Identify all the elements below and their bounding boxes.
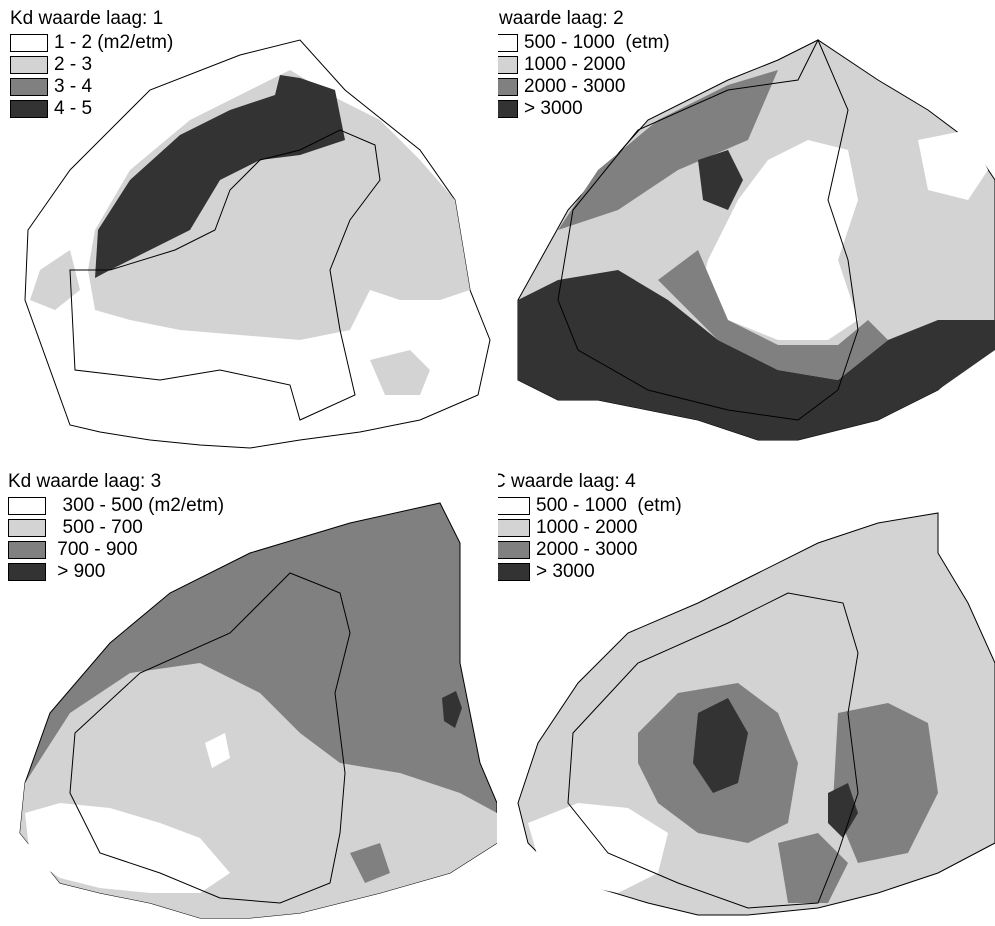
legend-label: > 3000 (524, 98, 583, 119)
legend: Kd waarde laag: 3 300 - 500 (m2/etm) 500… (8, 471, 224, 583)
zone-white (918, 130, 988, 200)
legend-swatch (8, 563, 46, 581)
legend-swatch (498, 497, 530, 515)
legend-label: 2000 - 3000 (536, 539, 638, 560)
legend-swatch (8, 519, 46, 537)
zone-dark (698, 150, 743, 210)
zone-white (698, 140, 858, 340)
zone-mid (833, 703, 938, 863)
legend-item: 2000 - 3000 (498, 76, 670, 98)
map-panel-c-layer-2: C waarde laag: 2 500 - 1000 (etm) 1000 -… (498, 0, 995, 463)
legend-swatch (498, 56, 518, 74)
legend: C waarde laag: 4 500 - 1000 (etm) 1000 -… (498, 471, 682, 583)
legend-title: C waarde laag: 2 (498, 8, 624, 29)
legend-label: 300 - 500 (m2/etm) (52, 495, 225, 516)
map-panel-c-layer-4: C waarde laag: 4 500 - 1000 (etm) 1000 -… (498, 463, 995, 926)
zone-white (205, 733, 230, 768)
zone-dark (693, 698, 748, 793)
legend-swatch (498, 541, 530, 559)
legend-title: C waarde laag: 4 (498, 471, 636, 492)
legend-title: Kd waarde laag: 3 (8, 471, 162, 492)
zone-dark (828, 783, 858, 838)
zone-dark (442, 691, 462, 728)
map-kd-layer-3 (19, 502, 497, 919)
legend-label: > 3000 (536, 561, 595, 582)
zone-mid (658, 250, 888, 380)
legend-item: 3 - 4 (10, 76, 173, 98)
legend-swatch (10, 78, 48, 96)
admin-boundary (69, 129, 381, 421)
legend: Kd waarde laag: 1 1 - 2 (m2/etm) 2 - 3 3… (10, 8, 173, 120)
legend-item: 500 - 700 (8, 517, 224, 539)
zone-mid (558, 70, 778, 230)
legend-swatch (498, 519, 530, 537)
legend-swatch (10, 34, 48, 52)
legend-swatch (10, 100, 48, 118)
zone-dark (95, 75, 345, 278)
legend-swatch (498, 100, 518, 118)
legend-item: > 3000 (498, 561, 682, 583)
legend-label: 2 - 3 (54, 54, 93, 75)
legend-item: 1 - 2 (m2/etm) (10, 32, 173, 54)
admin-boundary (567, 592, 859, 909)
legend-label: 500 - 700 (52, 517, 143, 538)
legend-swatch (498, 563, 530, 581)
legend-label: 3 - 4 (54, 76, 93, 97)
zone-mid (778, 833, 848, 903)
admin-boundary (69, 572, 351, 904)
legend-swatch (8, 497, 46, 515)
legend-label: 1 - 2 (m2/etm) (54, 32, 174, 53)
map-c-layer-4 (517, 512, 995, 916)
zone-mid (350, 843, 390, 883)
legend-label: 700 - 900 (52, 539, 138, 560)
legend-item: 2 - 3 (10, 54, 173, 76)
map-c-layer-2 (517, 38, 995, 441)
legend-label: 500 - 1000 (etm) (524, 32, 670, 53)
legend-label: 1000 - 2000 (536, 517, 638, 538)
legend-label: 1000 - 2000 (524, 54, 626, 75)
zone-light (370, 350, 430, 395)
legend-item: 500 - 1000 (etm) (498, 32, 670, 54)
legend-item: 700 - 900 (8, 539, 224, 561)
legend-item: 4 - 5 (10, 98, 173, 120)
legend-label: > 900 (52, 561, 106, 582)
legend: C waarde laag: 2 500 - 1000 (etm) 1000 -… (498, 8, 670, 120)
legend-item: 500 - 1000 (etm) (498, 495, 682, 517)
map-panel-kd-layer-3: Kd waarde laag: 3 300 - 500 (m2/etm) 500… (0, 463, 497, 926)
zone-dark (518, 270, 995, 440)
zone-white (25, 803, 230, 893)
legend-item: > 900 (8, 561, 224, 583)
legend-swatch (498, 34, 518, 52)
legend-swatch (498, 78, 518, 96)
map-panel-kd-layer-1: Kd waarde laag: 1 1 - 2 (m2/etm) 2 - 3 3… (0, 0, 497, 463)
legend-swatch (8, 541, 46, 559)
legend-swatch (10, 56, 48, 74)
legend-label: 2000 - 3000 (524, 76, 626, 97)
legend-item: 1000 - 2000 (498, 517, 682, 539)
legend-label: 500 - 1000 (etm) (536, 495, 682, 516)
zone-white (528, 803, 668, 893)
legend-label: 4 - 5 (54, 98, 93, 119)
legend-item: 1000 - 2000 (498, 54, 670, 76)
map-kd-layer-1 (24, 39, 491, 449)
zone-light (30, 250, 80, 310)
legend-title: Kd waarde laag: 1 (10, 8, 164, 29)
admin-boundary (557, 38, 859, 421)
legend-item: 300 - 500 (m2/etm) (8, 495, 224, 517)
legend-item: 2000 - 3000 (498, 539, 682, 561)
legend-item: > 3000 (498, 98, 670, 120)
